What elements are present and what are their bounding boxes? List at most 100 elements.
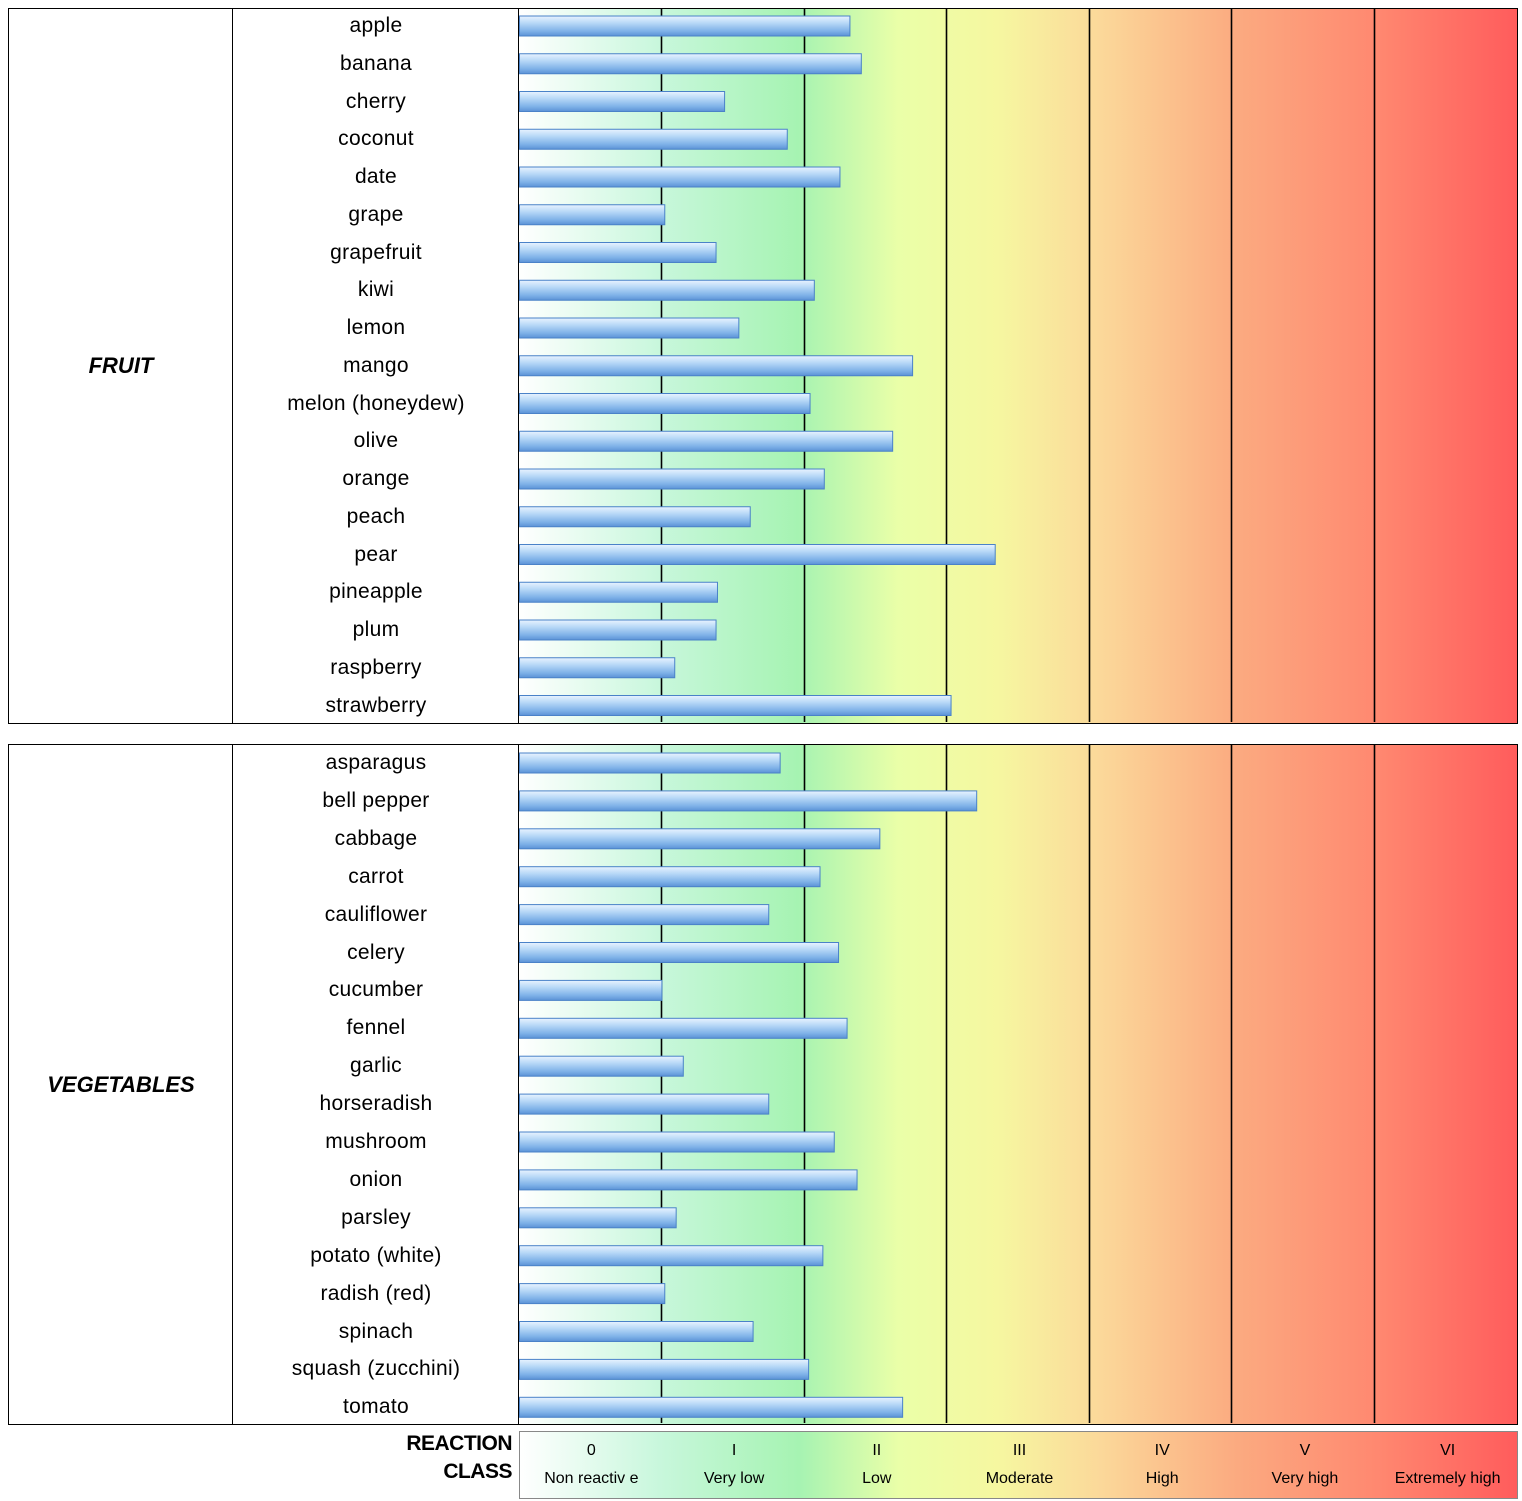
row-label: cherry [345, 89, 407, 113]
row-label: banana [340, 51, 412, 75]
bar-mushroom [519, 1131, 835, 1153]
bar-cucumber [519, 979, 663, 1001]
row-label: strawberry [325, 693, 427, 717]
legend-class-0: 0 Non reactiv e [520, 1432, 663, 1498]
bar-banana [519, 53, 862, 75]
bar-plot-area [519, 9, 1517, 723]
bar-strawberry [519, 695, 952, 716]
row-label: garlic [350, 1054, 402, 1078]
row-label: plum [352, 618, 400, 641]
bar-cherry [519, 91, 726, 112]
bar-chart-svg [519, 9, 1376, 722]
row-label: grapefruit [330, 240, 422, 264]
row-label: cucumber [328, 978, 424, 1002]
bar-asparagus [519, 752, 781, 774]
row-label: carrot [348, 864, 404, 888]
bar-cauliflower [519, 904, 770, 926]
reaction-class-legend: 0 Non reactiv e I Very low II Low III Moderate I… [519, 1431, 1518, 1499]
legend-class-4: IV High [1091, 1432, 1234, 1498]
bar-date [519, 166, 841, 188]
category-cell: VEGETABLES [9, 745, 233, 1424]
bar-parsley [519, 1207, 677, 1229]
legend-class-numeral: I [731, 1442, 737, 1459]
legend-class-5: V Very high [1234, 1432, 1377, 1498]
legend-class-label: Moderate [985, 1470, 1054, 1487]
bar-fennel [519, 1017, 848, 1039]
bar-squash-zucchini [519, 1358, 810, 1380]
row-label: cabbage [334, 826, 418, 850]
row-label: cauliflower [324, 902, 428, 926]
row-label: mango [343, 353, 409, 377]
bar-grapefruit [519, 242, 717, 263]
row-label: grape [348, 202, 404, 226]
row-label: celery [347, 940, 405, 964]
row-label: apple [349, 14, 403, 37]
bar-chart-svg [519, 745, 1376, 1423]
legend-title-line2: CLASS [443, 1460, 512, 1483]
row-label: orange [342, 467, 410, 490]
row-label: kiwi [357, 278, 395, 302]
bar-carrot [519, 866, 821, 888]
bar-onion [519, 1169, 858, 1191]
row-label: peach [346, 504, 406, 528]
legend-class-label: Very low [703, 1470, 765, 1487]
legend-class-numeral: II [872, 1442, 882, 1459]
legend-class-numeral: V [1299, 1442, 1311, 1459]
row-label: olive [353, 429, 399, 453]
category-label-vegetables: VEGETABLES [47, 1072, 195, 1098]
legend-class-numeral: VI [1440, 1442, 1456, 1459]
bar-olive [519, 430, 894, 452]
row-label: raspberry [330, 655, 422, 679]
bar-kiwi [519, 279, 815, 301]
row-label: tomato [343, 1395, 409, 1419]
legend-class-label: Extremely high [1394, 1470, 1501, 1487]
row-label: date [354, 165, 398, 188]
bar-radish-red [519, 1283, 666, 1305]
legend-class-numeral: IV [1154, 1442, 1170, 1459]
legend-class-2: II Low [805, 1432, 948, 1498]
bar-grape [519, 204, 666, 226]
row-label: pear [354, 542, 398, 566]
row-label: horseradish [319, 1092, 433, 1116]
row-label: radish (red) [320, 1281, 432, 1305]
row-label: onion [349, 1167, 403, 1191]
bar-lemon [519, 317, 740, 339]
fruit-panel: FRUIT apple banana cherry coconut date grape g… [8, 8, 1518, 724]
row-label: mushroom [325, 1130, 427, 1153]
legend-class-3: III Moderate [948, 1432, 1091, 1498]
vegetables-panel: VEGETABLES asparagus bell pepper cabbage ca… [8, 744, 1518, 1425]
bar-horseradish [519, 1093, 770, 1115]
row-label: lemon [346, 316, 406, 339]
row-label-column: apple banana cherry coconut date grape grapefr… [233, 9, 519, 723]
legend-class-label: High [1145, 1470, 1179, 1487]
bar-apple [519, 15, 851, 37]
bar-melon-honeydew [519, 393, 811, 414]
legend-class-1: I Very low [663, 1432, 806, 1498]
bar-coconut [519, 128, 788, 150]
legend-class-numeral: III [1012, 1442, 1027, 1459]
legend-class-label: Low [862, 1470, 892, 1487]
row-label: fennel [346, 1016, 406, 1040]
row-label: squash (zucchini) [291, 1357, 461, 1381]
bar-potato-white [519, 1245, 824, 1267]
category-label-fruit: FRUIT [88, 352, 154, 378]
row-label: asparagus [325, 751, 427, 774]
bar-garlic [519, 1055, 684, 1077]
bar-plum [519, 619, 717, 641]
legend-class-6: VI Extremely high [1376, 1432, 1519, 1498]
bar-peach [519, 506, 751, 528]
bar-bell-pepper [519, 790, 978, 812]
legend-class-label: Very high [1271, 1470, 1339, 1487]
row-label: pineapple [329, 580, 423, 604]
bar-orange [519, 468, 825, 490]
bar-tomato [519, 1396, 904, 1418]
bar-plot-area [519, 745, 1517, 1424]
bar-celery [519, 942, 840, 963]
bar-raspberry [519, 657, 676, 679]
row-label: coconut [338, 127, 414, 151]
legend-class-numeral: 0 [586, 1442, 596, 1459]
row-label: potato (white) [310, 1243, 442, 1267]
bar-mango [519, 355, 914, 377]
row-label: parsley [341, 1205, 411, 1229]
row-label: spinach [338, 1319, 414, 1343]
